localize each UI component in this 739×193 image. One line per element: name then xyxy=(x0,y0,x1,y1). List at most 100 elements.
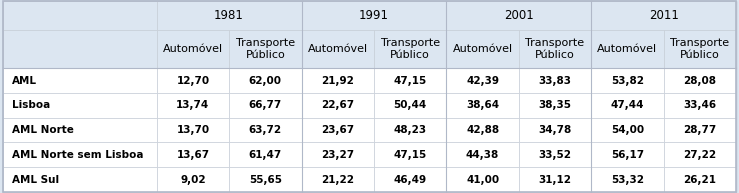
Text: AML Sul: AML Sul xyxy=(12,175,59,185)
Text: 1991: 1991 xyxy=(359,9,389,22)
Text: 2011: 2011 xyxy=(649,9,678,22)
Bar xyxy=(664,118,736,142)
Bar xyxy=(374,142,446,167)
Bar xyxy=(3,68,157,93)
Text: 47,44: 47,44 xyxy=(610,100,644,110)
Bar xyxy=(446,93,519,118)
Bar xyxy=(157,118,229,142)
Text: 23,67: 23,67 xyxy=(321,125,354,135)
Bar xyxy=(157,167,229,192)
Bar xyxy=(374,118,446,142)
Text: Automóvel: Automóvel xyxy=(307,44,368,54)
Text: Automóvel: Automóvel xyxy=(163,44,223,54)
Bar xyxy=(229,167,302,192)
Text: 9,02: 9,02 xyxy=(180,175,205,185)
Bar xyxy=(591,68,664,93)
Bar xyxy=(3,1,157,30)
Bar xyxy=(229,30,302,68)
Bar xyxy=(591,1,736,30)
Text: 33,52: 33,52 xyxy=(539,150,571,160)
Text: Automóvel: Automóvel xyxy=(597,44,658,54)
Bar xyxy=(664,167,736,192)
Bar xyxy=(3,167,157,192)
Bar xyxy=(157,68,229,93)
Text: 28,77: 28,77 xyxy=(684,125,716,135)
Bar xyxy=(664,68,736,93)
Text: 23,27: 23,27 xyxy=(321,150,354,160)
Bar xyxy=(446,118,519,142)
Text: 2001: 2001 xyxy=(504,9,534,22)
Text: 38,35: 38,35 xyxy=(539,100,571,110)
Bar xyxy=(591,118,664,142)
Bar xyxy=(446,1,591,30)
Bar xyxy=(446,68,519,93)
Text: 21,92: 21,92 xyxy=(321,75,354,85)
Bar xyxy=(229,68,302,93)
Text: Transporte
Público: Transporte Público xyxy=(236,38,295,60)
Text: Transporte
Público: Transporte Público xyxy=(525,38,585,60)
Bar xyxy=(591,167,664,192)
Text: Automóvel: Automóvel xyxy=(452,44,513,54)
Text: 12,70: 12,70 xyxy=(177,75,209,85)
Bar xyxy=(519,118,591,142)
Bar xyxy=(302,30,374,68)
Text: 1981: 1981 xyxy=(214,9,244,22)
Text: 28,08: 28,08 xyxy=(684,75,716,85)
Text: 46,49: 46,49 xyxy=(394,175,426,185)
Text: 38,64: 38,64 xyxy=(466,100,499,110)
Bar xyxy=(519,68,591,93)
Bar xyxy=(519,142,591,167)
Text: 27,22: 27,22 xyxy=(684,150,716,160)
Bar xyxy=(519,167,591,192)
Bar xyxy=(229,142,302,167)
Bar xyxy=(157,1,302,30)
Bar xyxy=(3,142,157,167)
Bar xyxy=(302,167,374,192)
Bar xyxy=(519,30,591,68)
Text: 54,00: 54,00 xyxy=(611,125,644,135)
Text: 44,38: 44,38 xyxy=(466,150,499,160)
Text: 47,15: 47,15 xyxy=(394,150,426,160)
Text: AML: AML xyxy=(12,75,37,85)
Bar xyxy=(591,93,664,118)
Bar xyxy=(374,30,446,68)
Text: 66,77: 66,77 xyxy=(249,100,282,110)
Text: 48,23: 48,23 xyxy=(394,125,426,135)
Text: 41,00: 41,00 xyxy=(466,175,499,185)
Text: 22,67: 22,67 xyxy=(321,100,354,110)
Bar xyxy=(374,68,446,93)
Bar xyxy=(591,30,664,68)
Bar xyxy=(664,142,736,167)
Text: AML Norte sem Lisboa: AML Norte sem Lisboa xyxy=(12,150,143,160)
Text: 53,82: 53,82 xyxy=(611,75,644,85)
Bar xyxy=(3,118,157,142)
Bar xyxy=(446,167,519,192)
Text: 42,88: 42,88 xyxy=(466,125,499,135)
Text: 34,78: 34,78 xyxy=(539,125,571,135)
Bar xyxy=(664,93,736,118)
Bar xyxy=(302,1,446,30)
Text: 63,72: 63,72 xyxy=(249,125,282,135)
Text: 53,32: 53,32 xyxy=(611,175,644,185)
Bar xyxy=(3,93,157,118)
Text: 47,15: 47,15 xyxy=(394,75,426,85)
Bar xyxy=(302,68,374,93)
Bar xyxy=(302,93,374,118)
Text: 55,65: 55,65 xyxy=(249,175,282,185)
Bar xyxy=(157,93,229,118)
Bar xyxy=(157,30,229,68)
Text: 13,67: 13,67 xyxy=(177,150,209,160)
Bar xyxy=(374,167,446,192)
Bar xyxy=(374,93,446,118)
Bar xyxy=(591,142,664,167)
Text: 21,22: 21,22 xyxy=(321,175,354,185)
Text: 31,12: 31,12 xyxy=(539,175,571,185)
Text: 33,83: 33,83 xyxy=(539,75,571,85)
Bar xyxy=(229,118,302,142)
Bar xyxy=(229,93,302,118)
Text: Lisboa: Lisboa xyxy=(12,100,50,110)
Text: 33,46: 33,46 xyxy=(684,100,716,110)
Text: Transporte
Público: Transporte Público xyxy=(381,38,440,60)
Text: 56,17: 56,17 xyxy=(611,150,644,160)
Text: 26,21: 26,21 xyxy=(684,175,716,185)
